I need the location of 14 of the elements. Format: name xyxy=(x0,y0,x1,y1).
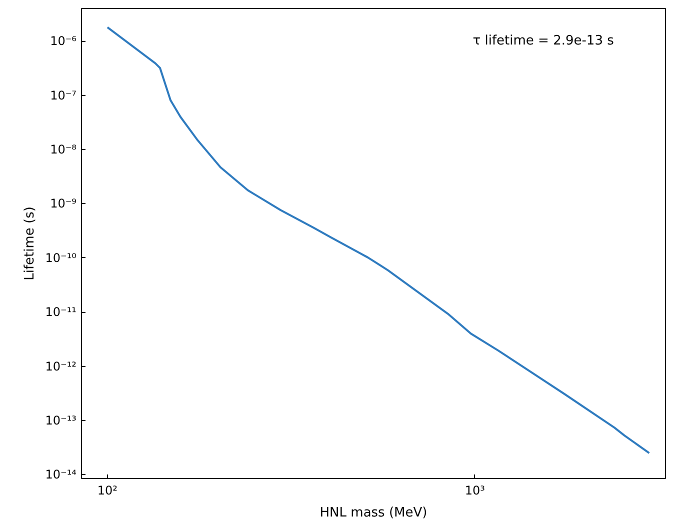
x-tick-label: 10³ xyxy=(464,484,486,498)
y-tick-label: 10⁻¹⁴ xyxy=(45,468,77,482)
y-tick-label: 10⁻¹¹ xyxy=(45,305,77,320)
annotation: τ lifetime = 2.9e-13 s xyxy=(472,34,614,48)
y-tick-label: 10⁻⁸ xyxy=(50,142,77,157)
y-tick-label: 10⁻¹⁰ xyxy=(45,250,77,265)
x-tick-label: 10² xyxy=(97,484,118,498)
x-axis-title: HNL mass (MeV) xyxy=(320,506,428,520)
y-axis-title: Lifetime (s) xyxy=(22,206,38,280)
y-tick-label: 10⁻⁶ xyxy=(50,34,77,48)
y-tick-label: 10⁻¹² xyxy=(45,359,77,374)
y-tick-label: 10⁻⁷ xyxy=(50,88,77,102)
y-tick-label: 10⁻¹³ xyxy=(45,413,77,428)
y-tick-label: 10⁻⁹ xyxy=(50,196,77,211)
